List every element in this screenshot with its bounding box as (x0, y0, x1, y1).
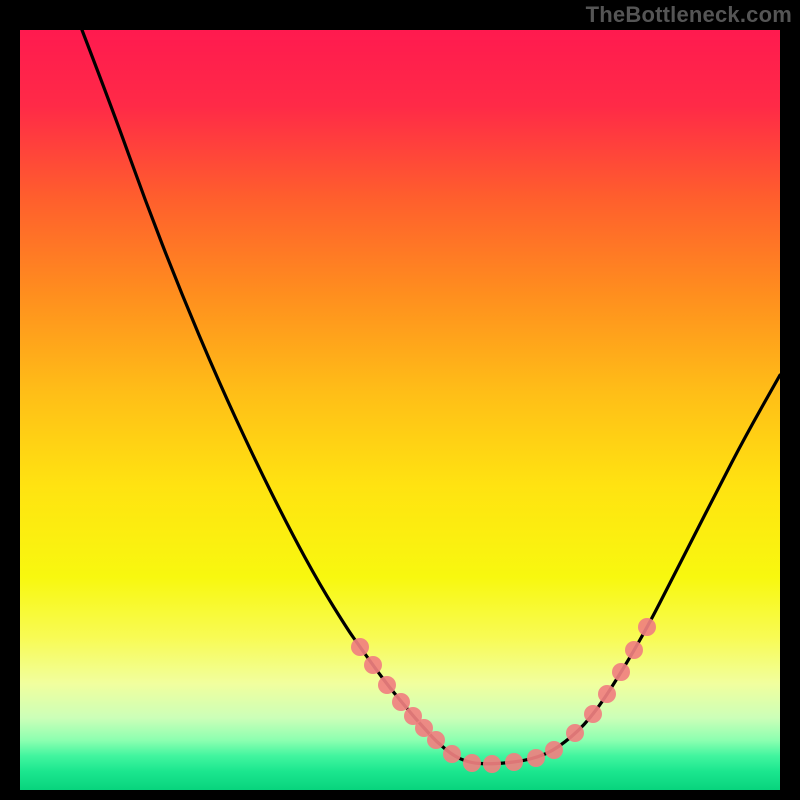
curve-marker (612, 663, 630, 681)
plot-area (20, 30, 780, 790)
curve-marker (625, 641, 643, 659)
watermark-text: TheBottleneck.com (586, 2, 792, 28)
chart-outer-frame: TheBottleneck.com (0, 0, 800, 800)
curve-marker (427, 731, 445, 749)
curve-marker (443, 745, 461, 763)
curve-marker (364, 656, 382, 674)
curve-marker (483, 755, 501, 773)
curve-marker (638, 618, 656, 636)
bottleneck-curve (82, 30, 780, 764)
curve-marker (392, 693, 410, 711)
curve-overlay (20, 30, 780, 790)
curve-marker (566, 724, 584, 742)
curve-marker (351, 638, 369, 656)
curve-marker (598, 685, 616, 703)
curve-marker (527, 749, 545, 767)
curve-marker (584, 705, 602, 723)
curve-marker (378, 676, 396, 694)
curve-marker (463, 754, 481, 772)
curve-marker (505, 753, 523, 771)
curve-marker (545, 741, 563, 759)
